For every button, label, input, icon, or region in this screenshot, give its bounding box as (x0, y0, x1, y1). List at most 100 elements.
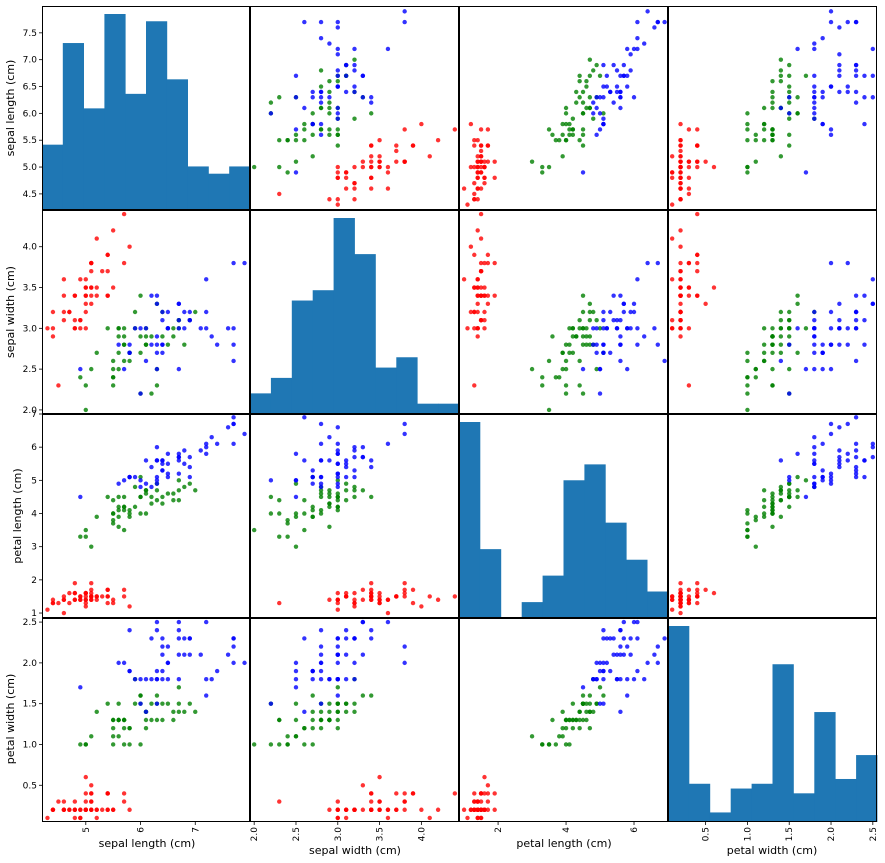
point-setosa-2-1-24 (369, 580, 374, 586)
point-virginica-0-3-30 (820, 36, 825, 41)
point-versicolor-3-1-34 (335, 701, 340, 706)
point-versicolor-2-3-46 (770, 504, 775, 510)
point-versicolor-0-3-11 (787, 116, 792, 121)
point-setosa-2-3-13 (669, 607, 675, 612)
point-virginica-3-0-38 (138, 677, 143, 682)
point-virginica-1-0-46 (154, 366, 160, 372)
point-virginica-3-0-17 (231, 644, 236, 649)
point-setosa-3-1-39 (369, 807, 374, 812)
point-virginica-0-3-24 (837, 73, 842, 78)
point-virginica-2-1-46 (293, 478, 299, 483)
point-virginica-0-2-10 (601, 84, 606, 89)
point-versicolor-3-0-45 (121, 725, 127, 731)
point-setosa-3-1-31 (369, 791, 374, 796)
point-versicolor-1-2-43 (540, 383, 545, 388)
point-setosa-3-0-30 (72, 807, 78, 812)
point-setosa-2-0-41 (56, 600, 61, 606)
point-virginica-0-1-15 (352, 89, 357, 95)
point-virginica-0-2-37 (614, 89, 620, 95)
point-setosa-1-2-29 (482, 309, 487, 315)
point-virginica-1-3-43 (853, 309, 859, 315)
point-versicolor-1-3-0 (778, 309, 784, 315)
point-setosa-2-1-47 (352, 597, 357, 602)
point-versicolor-2-3-48 (753, 544, 758, 549)
point-virginica-2-1-38 (335, 484, 340, 490)
point-virginica-2-0-31 (242, 431, 247, 437)
point-setosa-0-2-45 (475, 175, 480, 180)
point-versicolor-3-0-24 (160, 717, 165, 723)
point-versicolor-2-1-37 (277, 498, 282, 503)
point-versicolor-0-3-23 (761, 105, 767, 111)
point-versicolor-3-0-8 (171, 717, 176, 723)
point-versicolor-3-1-45 (335, 725, 340, 731)
point-setosa-3-2-31 (478, 791, 484, 796)
point-virginica-3-0-25 (204, 677, 209, 682)
point-setosa-1-0-22 (61, 277, 67, 282)
point-setosa-2-0-36 (110, 600, 116, 606)
point-virginica-2-3-31 (828, 431, 834, 437)
hist-bar-1-9 (438, 403, 460, 414)
point-setosa-3-2-23 (485, 783, 491, 788)
point-versicolor-2-3-11 (787, 504, 792, 510)
point-virginica-3-2-35 (635, 636, 640, 641)
point-versicolor-2-0-40 (110, 498, 116, 503)
point-virginica-1-3-40 (862, 317, 867, 323)
point-setosa-1-2-22 (461, 277, 467, 282)
point-virginica-2-3-18 (853, 415, 859, 420)
point-virginica-3-2-19 (597, 701, 603, 706)
point-versicolor-1-2-37 (577, 383, 582, 388)
point-setosa-0-3-40 (686, 164, 692, 170)
point-virginica-2-0-4 (165, 451, 171, 456)
point-versicolor-2-0-49 (121, 508, 127, 513)
point-versicolor-1-0-34 (105, 326, 110, 331)
point-setosa-1-2-28 (475, 293, 480, 298)
point-versicolor-3-0-2 (187, 701, 192, 706)
point-versicolor-1-2-3 (563, 383, 569, 388)
point-setosa-0-3-44 (695, 159, 700, 164)
point-virginica-0-1-19 (268, 111, 274, 116)
point-setosa-2-1-30 (343, 590, 349, 596)
point-virginica-0-3-48 (853, 100, 859, 105)
point-setosa-1-3-36 (678, 285, 683, 290)
point-setosa-1-0-42 (50, 309, 56, 315)
point-versicolor-3-0-34 (105, 701, 110, 706)
point-versicolor-3-1-47 (327, 717, 332, 723)
hist-bar-0-8 (208, 173, 230, 210)
cell-frame-0-1 (250, 6, 459, 210)
point-setosa-0-1-43 (377, 164, 382, 170)
point-setosa-1-3-39 (678, 293, 683, 298)
point-versicolor-3-1-44 (310, 717, 315, 723)
point-virginica-0-1-6 (293, 170, 299, 175)
point-virginica-3-2-11 (608, 668, 613, 674)
point-virginica-2-3-39 (837, 464, 842, 470)
point-virginica-0-1-42 (310, 121, 315, 127)
point-virginica-1-3-26 (812, 342, 817, 347)
point-versicolor-0-3-8 (770, 78, 775, 84)
point-setosa-3-0-34 (78, 807, 83, 812)
point-versicolor-3-0-36 (176, 701, 182, 706)
point-virginica-0-1-30 (318, 36, 324, 41)
point-setosa-1-0-23 (89, 301, 94, 307)
point-versicolor-2-1-4 (318, 491, 324, 496)
point-setosa-2-0-23 (89, 587, 94, 592)
point-virginica-2-3-3 (812, 458, 817, 463)
point-versicolor-3-0-31 (110, 742, 116, 747)
point-versicolor-3-1-36 (343, 701, 349, 706)
point-versicolor-1-3-13 (778, 334, 784, 339)
point-versicolor-0-2-35 (580, 111, 586, 116)
point-versicolor-1-3-6 (795, 301, 800, 307)
point-setosa-2-0-40 (83, 600, 88, 606)
point-virginica-3-1-33 (318, 701, 324, 706)
point-virginica-2-3-6 (803, 494, 809, 500)
point-versicolor-0-3-18 (787, 100, 792, 105)
point-setosa-2-1-26 (369, 590, 374, 596)
point-setosa-1-2-43 (482, 285, 487, 290)
point-virginica-3-1-6 (293, 685, 299, 690)
point-versicolor-1-0-45 (121, 326, 127, 331)
point-virginica-1-3-22 (828, 342, 834, 347)
point-virginica-1-2-19 (597, 391, 603, 396)
point-virginica-1-3-14 (862, 342, 867, 347)
point-virginica-3-1-40 (343, 628, 349, 633)
point-versicolor-2-0-15 (176, 498, 182, 503)
point-virginica-0-3-47 (828, 84, 834, 89)
